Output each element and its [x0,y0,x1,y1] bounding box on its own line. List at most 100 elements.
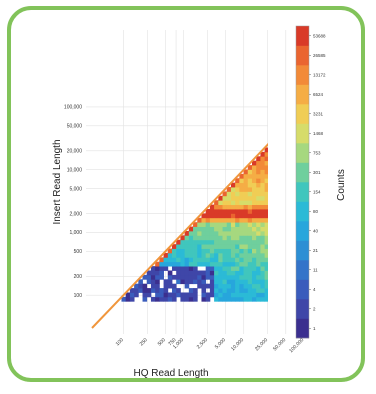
heatmap-cell [239,235,244,241]
heatmap-cell [201,261,207,267]
heatmap-cell [273,213,278,218]
heatmap-cell [218,270,223,276]
colorbar [295,25,311,339]
heatmap-cell [269,152,274,157]
heatmap-cell [273,231,278,236]
heatmap-cell [193,244,198,249]
x-tick-label: 750 [167,337,177,347]
heatmap-cell [269,235,274,240]
heatmap-cell [273,222,278,227]
heatmap-cell [184,296,190,302]
heatmap-cell [193,239,198,245]
heatmap-cell [239,213,244,219]
heatmap-cell [273,147,278,152]
heatmap-cell [226,257,232,263]
heatmap-cell [230,200,236,206]
heatmap-cell [243,257,249,263]
heatmap-cell [239,209,244,214]
heatmap-cell [281,165,286,170]
heatmap-cell [273,284,278,289]
heatmap-cell [251,200,257,206]
heatmap-cell [269,244,274,249]
heatmap-cell [226,274,232,280]
colorbar-tick-labels: 1 2 4 11 21 40 80 154 301 753 1468 3231 6524 13172 265… [313,33,326,331]
heatmap-cell [247,226,253,232]
heatmap-cell [226,209,232,214]
heatmap-cell [256,248,261,254]
heatmap-cell [269,165,274,170]
heatmap-cell [273,196,278,201]
heatmap-cell [197,279,202,285]
heatmap-cell [260,169,266,175]
heatmap-cell [260,266,266,271]
heatmap-cell [277,213,282,218]
heatmap-cell [239,279,244,285]
heatmap-cell [251,165,257,170]
heatmap-cell [273,292,278,297]
y-tick-label: 5,000 [69,186,82,192]
heatmap-cell [264,292,268,298]
heatmap-cell [277,271,282,276]
heatmap-cell [239,239,244,245]
heatmap-cell [260,252,266,258]
heatmap-cell [201,230,207,236]
heatmap-cell [281,262,286,267]
heatmap-cell [159,274,164,280]
heatmap-cell [243,217,249,223]
heatmap-cell [247,248,253,254]
heatmap-cell [226,296,232,302]
heatmap-cell [286,262,291,267]
heatmap-cell [230,222,236,227]
heatmap-cell [176,239,181,245]
heatmap-cell [222,213,228,219]
heatmap-cell [193,261,198,267]
heatmap-cell [273,257,278,262]
heatmap-cell [247,244,253,249]
heatmap-cell [146,279,152,285]
heatmap-cell [235,270,240,276]
heatmap-cell [205,261,211,267]
heatmap-cell [243,244,249,249]
heatmap-cell [201,274,207,280]
heatmap-cell [239,222,244,227]
heatmap-cell [256,182,261,188]
heatmap-cell [286,126,291,131]
heatmap-cell [251,195,257,201]
heatmap-cell [256,279,261,285]
heatmap-cell [260,248,266,254]
heatmap-cell [138,288,143,293]
heatmap-cell [251,235,257,241]
heatmap-cell [286,218,291,223]
heatmap-cell [273,200,278,205]
heatmap-cell [243,283,249,289]
heatmap-cell [264,266,268,271]
heatmap-cell [171,248,177,254]
heatmap-cell [176,248,181,254]
heatmap-cell [277,200,282,205]
heatmap-cell [205,226,211,232]
heatmap-cell [281,218,286,223]
heatmap-cell [171,274,177,280]
heatmap-cell [214,239,219,245]
heatmap-cell [269,161,274,166]
heatmap-cell [256,270,261,276]
heatmap-cell [134,288,139,293]
heatmap-cell [171,266,177,271]
heatmap-cell [226,292,232,298]
heatmap-cell [264,204,268,210]
heatmap-cell [230,257,236,263]
heatmap-cell [247,209,253,214]
heatmap-cell [286,156,291,161]
heatmap-cell [247,270,253,276]
heatmap-cell [193,230,198,236]
heatmap-cell [176,261,181,267]
heatmap-cell [239,187,244,192]
heatmap-cell [163,261,169,267]
heatmap-cell [138,283,143,289]
heatmap-cell [264,252,268,258]
heatmap-cell [214,213,219,219]
heatmap-cell [251,187,257,192]
heatmap-cell [256,165,261,170]
heatmap-cell [197,226,202,232]
heatmap-cell [286,196,291,201]
